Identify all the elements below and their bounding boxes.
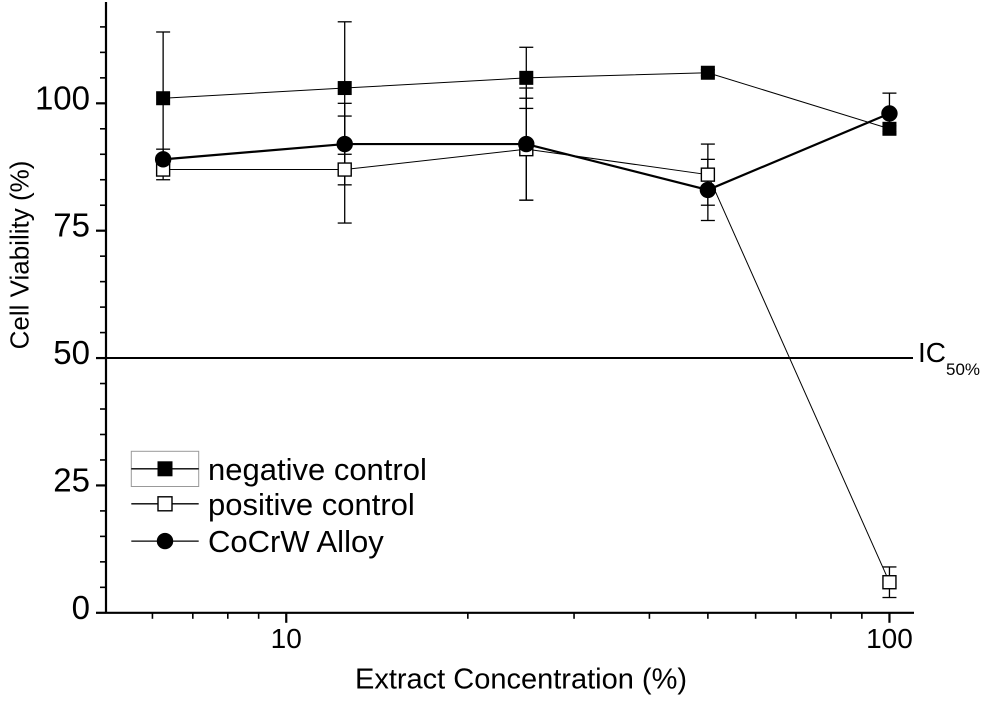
svg-text:100: 100 bbox=[35, 79, 90, 116]
svg-text:25: 25 bbox=[53, 461, 90, 498]
svg-text:50: 50 bbox=[53, 334, 90, 371]
svg-text:75: 75 bbox=[53, 207, 90, 244]
svg-text:10: 10 bbox=[271, 623, 302, 654]
svg-text:0: 0 bbox=[72, 589, 90, 626]
svg-text:100: 100 bbox=[866, 623, 913, 654]
